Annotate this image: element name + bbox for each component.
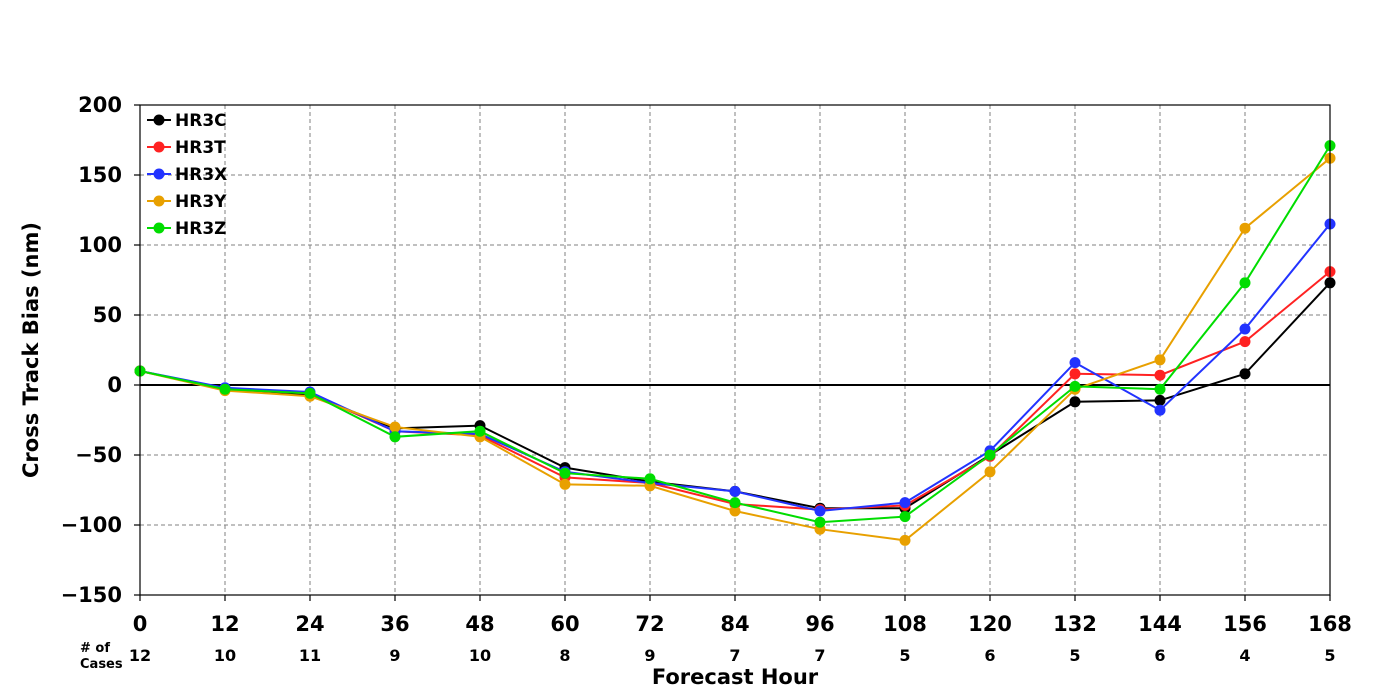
data-point — [1154, 394, 1166, 406]
data-point — [899, 534, 911, 546]
y-tick-labels: 200 150 100 50 0 −50 −100 −150 — [61, 93, 140, 607]
cases-value: 6 — [984, 646, 995, 665]
x-tick-label: 0 — [133, 612, 148, 636]
cases-value: 9 — [644, 646, 655, 665]
legend-label: HR3Z — [175, 219, 226, 239]
legend: HR3C HR3T HR3X HR3Y HR3Z — [147, 111, 227, 239]
cases-value: 6 — [1154, 646, 1165, 665]
legend-item-hr3c: HR3C — [147, 111, 227, 131]
cases-value: 4 — [1239, 646, 1250, 665]
legend-marker — [153, 114, 165, 126]
legend-label: HR3T — [175, 138, 226, 158]
cases-value: 10 — [469, 646, 491, 665]
legend-item-hr3t: HR3T — [147, 138, 226, 158]
series-group — [134, 140, 1336, 546]
cases-value: 5 — [1069, 646, 1080, 665]
x-tick-label: 72 — [635, 612, 664, 636]
cases-value: 11 — [299, 646, 321, 665]
x-tick-label: 84 — [720, 612, 749, 636]
cases-title: # of Cases — [80, 641, 123, 672]
y-axis-title: Cross Track Bias (nm) — [19, 222, 43, 478]
y-tick-label: −150 — [61, 583, 122, 607]
x-tick-label: 48 — [465, 612, 494, 636]
data-point — [389, 431, 401, 443]
cases-value: 7 — [814, 646, 825, 665]
y-tick-label: 50 — [93, 303, 122, 327]
cases-title-line2: Cases — [80, 657, 123, 672]
series-line — [139, 270, 1331, 511]
legend-label: HR3C — [175, 111, 227, 131]
cases-value: 9 — [389, 646, 400, 665]
x-tick-labels: 0 12 24 36 48 60 72 84 96 108 120 132 144 156 168 — [133, 595, 1352, 636]
data-point — [984, 449, 996, 461]
x-tick-label: 132 — [1053, 612, 1097, 636]
legend-item-hr3x: HR3X — [147, 165, 227, 185]
legend-marker — [153, 141, 165, 153]
data-point — [1154, 369, 1166, 381]
y-tick-label: −100 — [61, 513, 122, 537]
data-point — [984, 466, 996, 478]
cases-value: 8 — [559, 646, 570, 665]
data-point — [1154, 354, 1166, 366]
grid — [140, 105, 1330, 595]
legend-item-hr3y: HR3Y — [147, 192, 227, 212]
x-tick-label: 96 — [805, 612, 834, 636]
data-point — [1154, 404, 1166, 416]
cases-value: 7 — [729, 646, 740, 665]
x-tick-label: 120 — [968, 612, 1012, 636]
legend-label: HR3X — [175, 165, 227, 185]
cases-value: 5 — [1324, 646, 1335, 665]
data-point — [814, 516, 826, 528]
x-tick-label: 156 — [1223, 612, 1267, 636]
cases-title-line1: # of — [80, 641, 110, 656]
data-point — [219, 383, 231, 395]
data-point — [1069, 368, 1081, 380]
data-point — [559, 478, 571, 490]
data-point — [729, 505, 741, 517]
series-hr3z — [134, 140, 1336, 528]
data-point — [1239, 323, 1251, 335]
data-point — [1239, 336, 1251, 348]
cases-value: 5 — [899, 646, 910, 665]
y-tick-label: 150 — [78, 163, 122, 187]
cases-value: 10 — [214, 646, 236, 665]
legend-label: HR3Y — [175, 192, 227, 212]
y-tick-label: 0 — [107, 373, 122, 397]
legend-marker — [153, 168, 165, 180]
legend-marker — [153, 222, 165, 234]
data-point — [644, 473, 656, 485]
x-tick-label: 60 — [550, 612, 579, 636]
data-point — [304, 387, 316, 399]
y-tick-label: 100 — [78, 233, 122, 257]
data-point — [814, 505, 826, 517]
data-point — [729, 485, 741, 497]
x-tick-label: 24 — [295, 612, 324, 636]
data-point — [559, 467, 571, 479]
cases-value: 12 — [129, 646, 151, 665]
data-point — [1069, 357, 1081, 369]
legend-item-hr3z: HR3Z — [147, 219, 226, 239]
data-point — [1069, 396, 1081, 408]
data-point — [389, 421, 401, 433]
data-point — [899, 511, 911, 523]
x-tick-label: 108 — [883, 612, 927, 636]
data-point — [1239, 277, 1251, 289]
legend-marker — [153, 195, 165, 207]
x-tick-label: 168 — [1308, 612, 1352, 636]
data-point — [1069, 380, 1081, 392]
data-point — [1239, 222, 1251, 234]
data-point — [729, 497, 741, 509]
x-axis-title: Forecast Hour — [652, 665, 819, 689]
y-tick-label: 200 — [78, 93, 122, 117]
data-point — [899, 497, 911, 509]
x-tick-label: 36 — [380, 612, 409, 636]
x-tick-label: 12 — [210, 612, 239, 636]
y-tick-label: −50 — [75, 443, 122, 467]
x-tick-label: 144 — [1138, 612, 1182, 636]
data-point — [474, 425, 486, 437]
data-point — [1154, 383, 1166, 395]
data-point — [1239, 368, 1251, 380]
cases-row: # of Cases 12 10 11 9 10 8 9 7 7 5 6 5 6 4 5 — [80, 641, 1336, 672]
